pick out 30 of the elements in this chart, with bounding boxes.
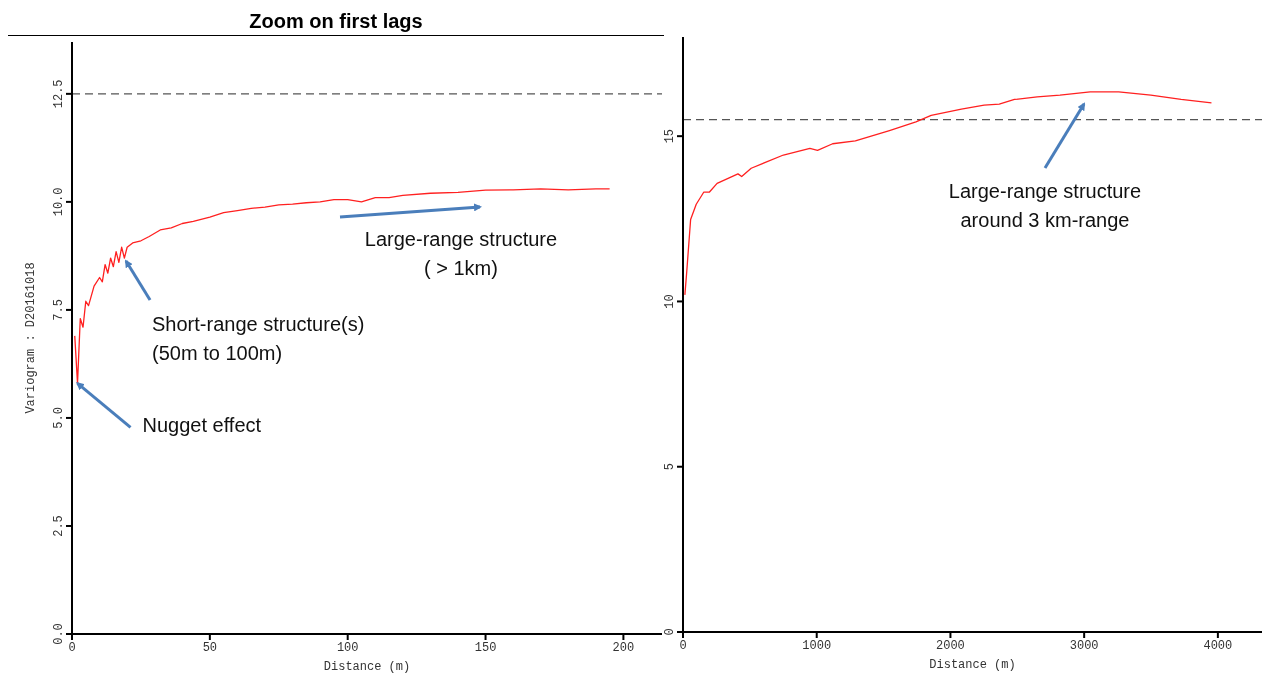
y-tick-label: 12.5 <box>52 79 66 109</box>
x-tick-label: 2000 <box>936 638 965 653</box>
y-tick-label: 0.0 <box>52 623 66 645</box>
x-tick-label: 0 <box>679 638 687 653</box>
y-tick-label: 5 <box>663 463 677 471</box>
x-axis-title: Distance (m) <box>323 660 411 674</box>
x-tick-label: 200 <box>612 640 635 655</box>
y-tick-label: 10 <box>663 294 677 309</box>
annotation: Large-range structure ( > 1km) <box>364 228 558 279</box>
y-tick-label: 5.0 <box>52 407 66 429</box>
y-axis-title: Variogram : D20161018 <box>24 262 39 414</box>
x-tick-label: 150 <box>474 640 497 655</box>
line-series <box>684 91 1213 296</box>
chart-title: Zoom on first lags <box>8 8 664 36</box>
y-tick-label: 15 <box>663 128 677 144</box>
x-tick-label: 1000 <box>802 638 832 653</box>
y-tick-label: 0 <box>663 628 677 636</box>
x-axis-title: Distance (m) <box>929 658 1016 672</box>
annotation: Nugget effect <box>142 414 262 437</box>
y-tick-label: 7.5 <box>52 299 66 321</box>
x-tick-label: 50 <box>202 640 218 655</box>
x-tick-label: 100 <box>336 640 359 655</box>
x-tick-label: 4000 <box>1203 638 1233 653</box>
x-tick-label: 3000 <box>1069 638 1099 653</box>
line-series <box>74 188 611 385</box>
y-tick-label: 10.0 <box>52 187 66 217</box>
annotation: Large-range structure around 3 km-range <box>948 180 1142 231</box>
annotation: Short-range structure(s) (50m to 100m) <box>152 313 365 365</box>
y-tick-label: 2.5 <box>52 515 66 537</box>
x-tick-label: 0 <box>68 640 76 655</box>
